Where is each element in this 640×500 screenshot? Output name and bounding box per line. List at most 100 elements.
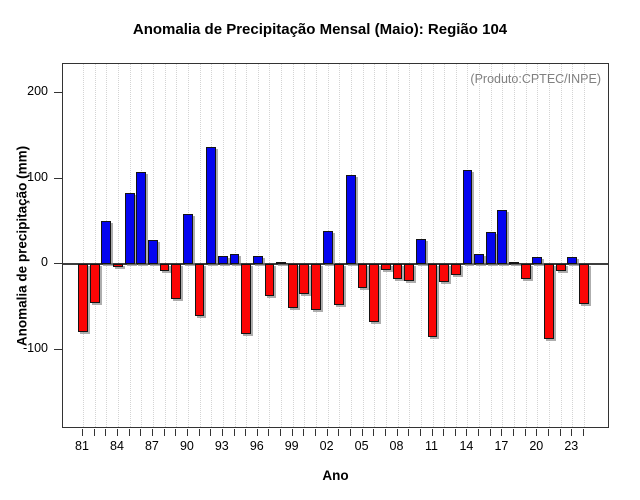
bar-1991 (194, 264, 205, 317)
x-tick-1999 (291, 429, 293, 436)
bar-1988 (159, 264, 170, 271)
gridline-1991 (199, 64, 201, 427)
bar-2013 (450, 264, 461, 276)
bar-1990 (182, 213, 193, 264)
x-tick-1990 (186, 429, 188, 436)
x-tick-2003 (338, 429, 340, 436)
gridline-1989 (176, 64, 178, 427)
gridline-2019 (525, 64, 527, 427)
y-tick-100 (54, 177, 62, 179)
x-tick-2013 (454, 429, 456, 436)
x-tick-label-96: 96 (249, 439, 264, 453)
x-tick-1981 (82, 429, 83, 436)
bar-2001 (311, 264, 321, 311)
y-axis-label: Anomalia de precipitação (mm) (14, 145, 30, 347)
bar-2011 (427, 264, 438, 337)
x-axis-label: Ano (322, 468, 349, 483)
x-tick-2002 (326, 429, 328, 436)
bar-1981 (78, 264, 88, 333)
bar-2005 (357, 264, 368, 288)
gridline-2007 (385, 64, 387, 427)
gridline-2001 (316, 64, 317, 427)
x-tick-1988 (163, 429, 165, 436)
bar-2017 (497, 210, 508, 265)
x-tick-label-93: 93 (214, 439, 229, 453)
bar-2023 (567, 257, 578, 264)
x-tick-1996 (256, 429, 258, 436)
bar-1996 (252, 256, 263, 264)
x-tick-label-17: 17 (494, 439, 509, 453)
gridline-2003 (339, 64, 341, 427)
bar-1983 (101, 221, 112, 264)
x-tick-label-14: 14 (459, 439, 474, 453)
bar-1998 (276, 262, 286, 265)
x-tick-label-02: 02 (319, 439, 334, 453)
bar-2016 (485, 231, 496, 264)
x-tick-2024 (582, 429, 584, 436)
gridline-2020 (537, 64, 539, 427)
x-tick-2015 (478, 429, 480, 436)
bar-2022 (555, 264, 566, 271)
x-tick-label-08: 08 (389, 439, 404, 453)
gridline-2008 (397, 64, 399, 427)
gridline-1993 (222, 64, 224, 427)
bar-2007 (380, 264, 391, 270)
gridline-2013 (455, 64, 457, 427)
x-tick-1997 (268, 429, 270, 436)
x-tick-1983 (105, 429, 107, 436)
x-tick-2011 (431, 429, 433, 436)
x-tick-1994 (233, 429, 235, 436)
bar-2000 (299, 264, 310, 294)
x-tick-1982 (93, 429, 95, 436)
y-tick-label-0: 0 (41, 255, 48, 269)
x-tick-label-81: 81 (75, 439, 89, 453)
gridline-2024 (583, 64, 585, 427)
gridline-2005 (362, 64, 364, 427)
x-tick-1993 (221, 429, 223, 436)
y-tick--100 (54, 348, 62, 350)
y-tick-label-200: 200 (27, 84, 48, 99)
gridline-2009 (409, 64, 411, 427)
x-tick-2010 (419, 429, 421, 436)
bar-2015 (474, 253, 484, 265)
y-tick-label-100: 100 (27, 169, 48, 184)
bar-1984 (113, 264, 123, 267)
x-tick-2006 (373, 429, 375, 436)
x-tick-2021 (548, 429, 549, 436)
bar-1997 (264, 264, 275, 296)
x-tick-1985 (128, 429, 130, 436)
x-tick-2004 (349, 429, 351, 436)
gridline-1997 (269, 64, 271, 427)
x-tick-2005 (361, 429, 363, 436)
bar-1993 (217, 255, 228, 264)
x-tick-1987 (151, 429, 153, 436)
x-tick-2014 (466, 429, 468, 436)
gridline-1982 (94, 64, 96, 427)
x-tick-2009 (408, 429, 410, 436)
y-tick-0 (54, 263, 62, 264)
x-tick-label-23: 23 (564, 439, 579, 453)
gridline-1988 (164, 64, 166, 427)
x-tick-label-90: 90 (179, 439, 194, 453)
gridline-1984 (118, 64, 119, 427)
gridline-2018 (514, 64, 515, 427)
gridline-1998 (281, 64, 283, 427)
chart-title: Anomalia de Precipitação Mensal (Maio): … (132, 21, 508, 38)
x-tick-1984 (117, 429, 118, 436)
bar-1986 (136, 171, 147, 264)
x-tick-2016 (489, 429, 491, 436)
bar-2020 (532, 257, 543, 264)
x-tick-label-84: 84 (110, 439, 124, 453)
bar-1995 (241, 264, 252, 335)
y-tick-200 (54, 92, 62, 94)
x-tick-1992 (210, 429, 212, 436)
gridline-1981 (83, 64, 84, 427)
x-tick-2023 (571, 429, 573, 436)
bar-1987 (148, 240, 158, 264)
x-tick-label-87: 87 (144, 439, 159, 453)
bar-1994 (229, 253, 240, 265)
y-tick-label--100: -100 (22, 340, 48, 355)
x-tick-2012 (443, 429, 445, 436)
x-tick-1995 (245, 429, 247, 436)
